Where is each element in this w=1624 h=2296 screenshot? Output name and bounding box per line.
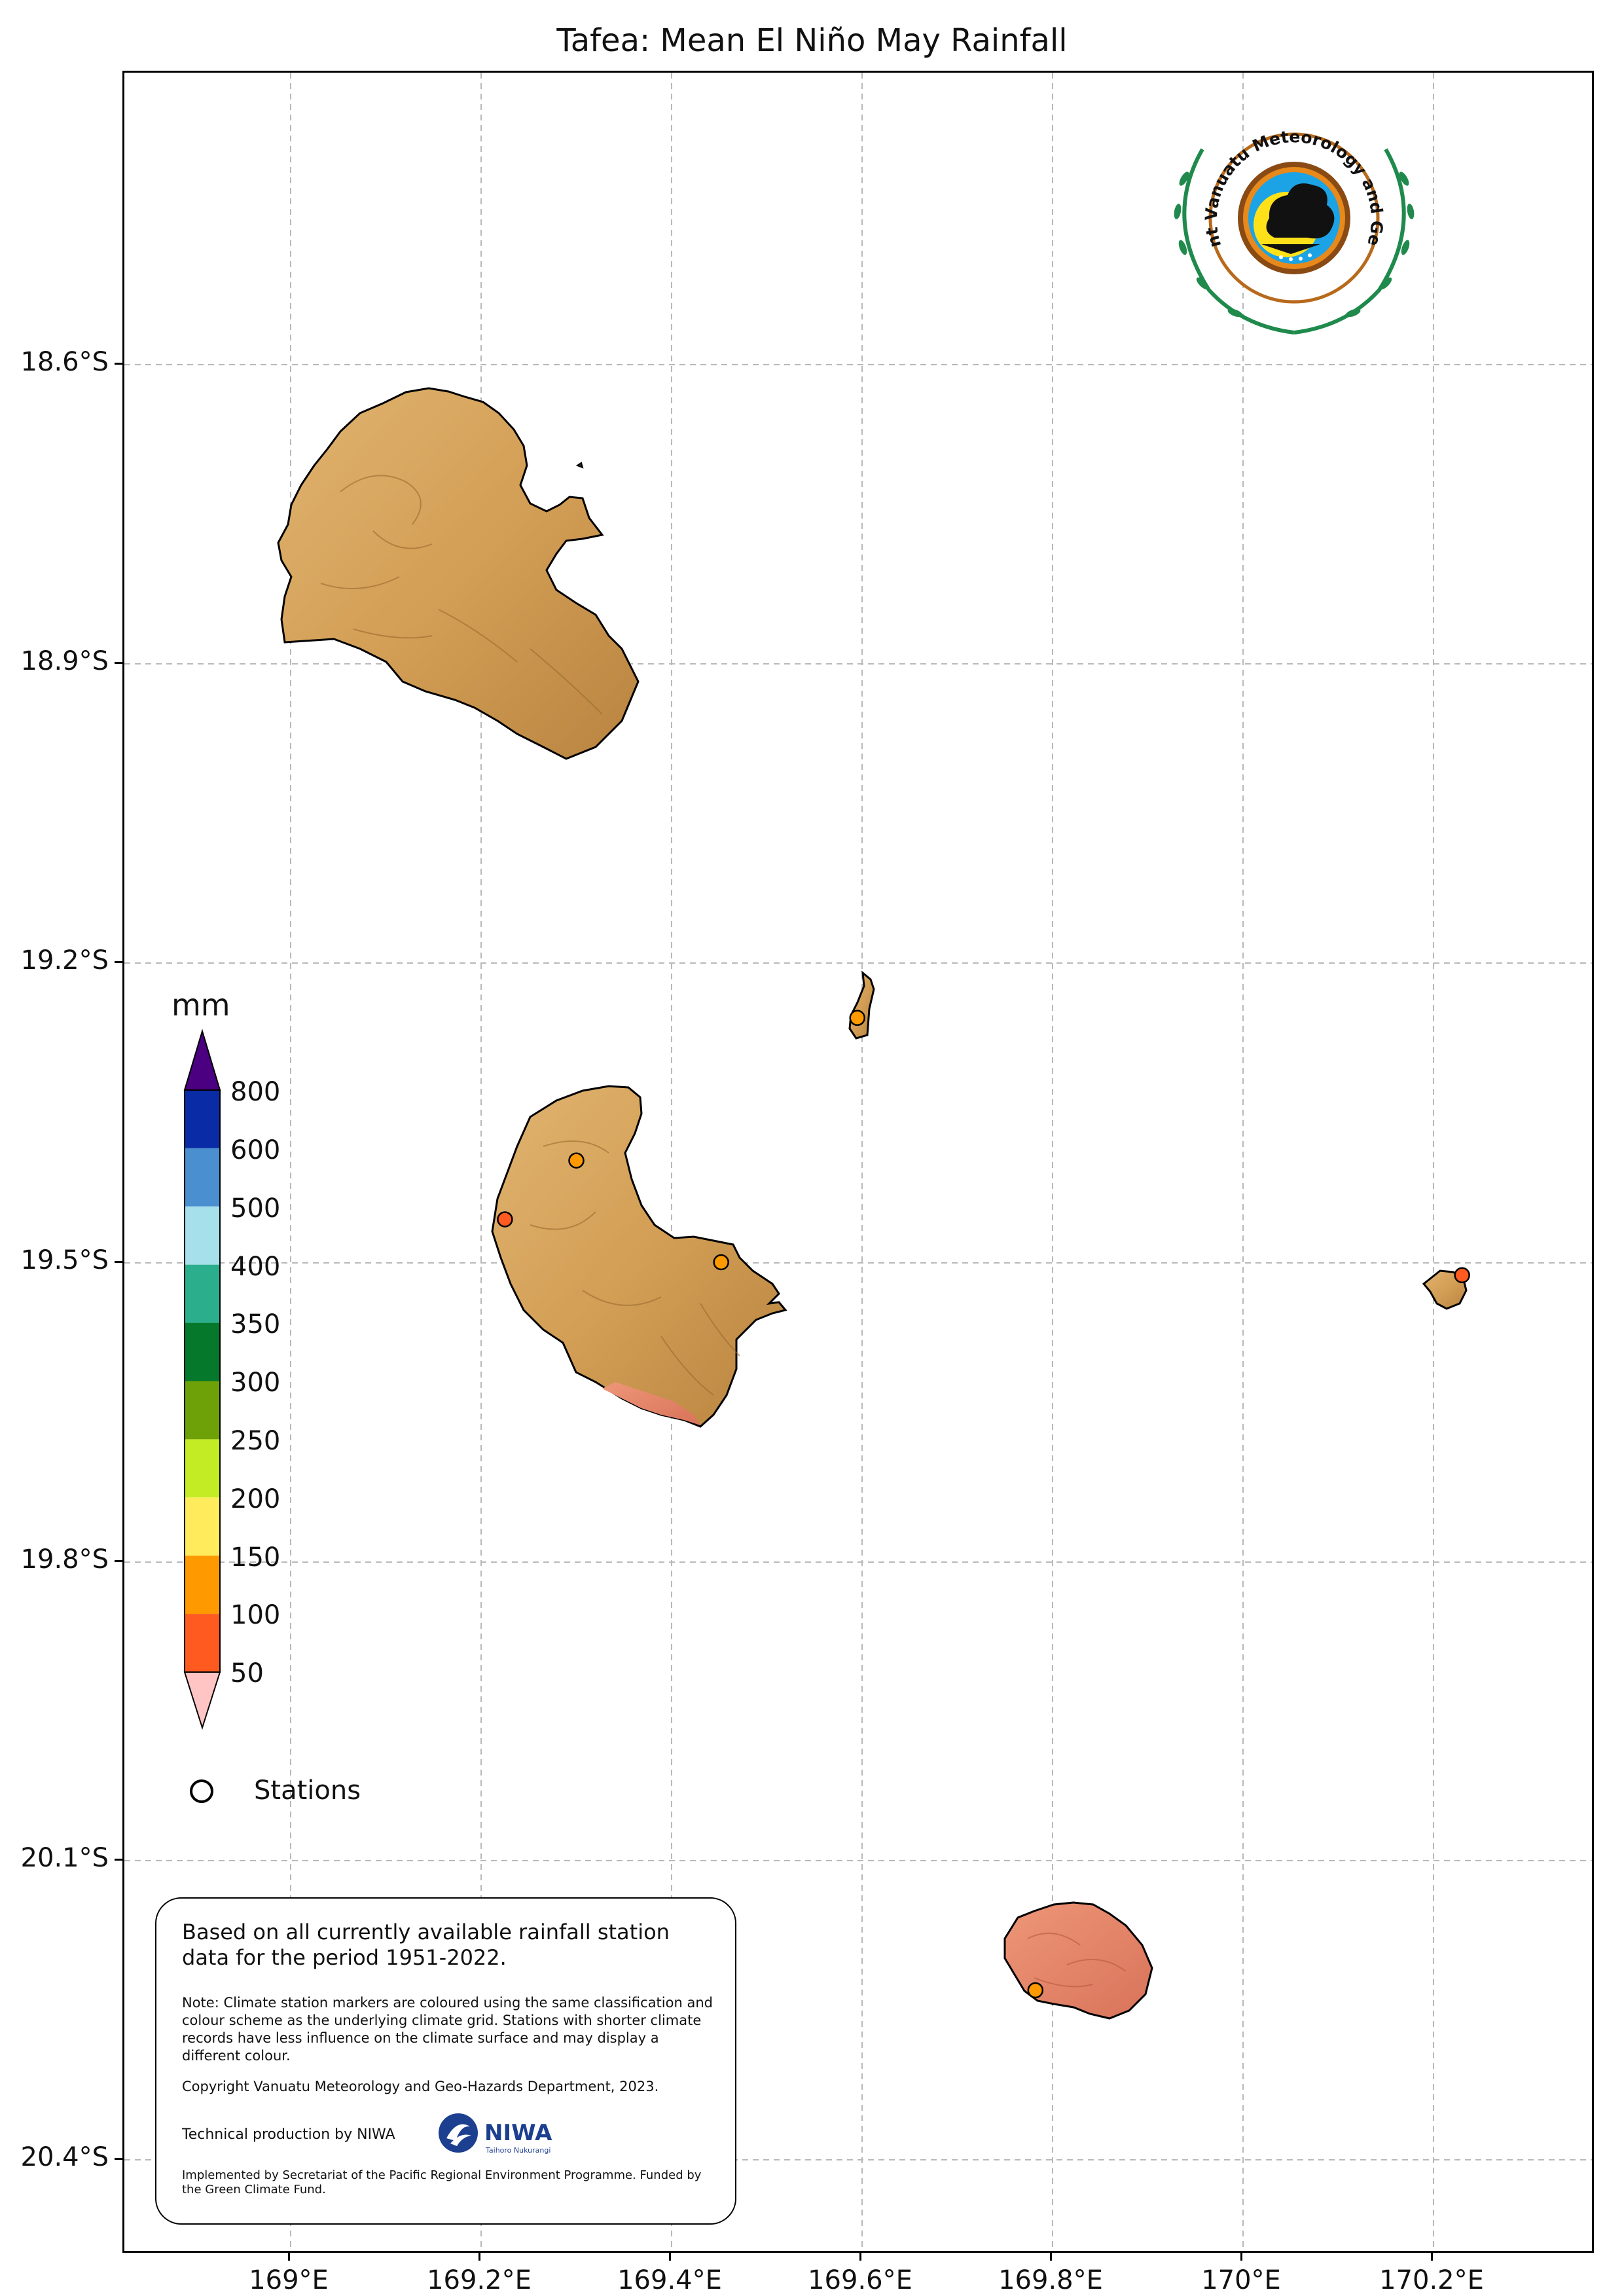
logo-leaves	[1174, 172, 1415, 318]
vmgd-logo: Department Vanuatu Meteorology and Geo-H…	[1174, 127, 1415, 335]
aneityum-relief	[1027, 1933, 1127, 1988]
colorbar-label: 50	[230, 1658, 264, 1688]
lat-label: 19.2°S	[20, 945, 109, 975]
colorbar-segment	[185, 1556, 220, 1614]
lon-label: 169.6°E	[808, 2265, 912, 2295]
logo-vanuatu-map-icon	[1261, 244, 1320, 254]
colorbar-segment	[185, 1614, 220, 1672]
colorbar-label: 300	[230, 1368, 281, 1398]
lon-label: 169.4°E	[617, 2265, 722, 2295]
lat-tick	[115, 363, 122, 365]
colorbar-unit: mm	[171, 987, 230, 1023]
colorbar-segment	[185, 1439, 220, 1498]
island-erromango	[277, 387, 640, 760]
tanna-southern-red-zone	[602, 1382, 700, 1425]
notes-disclaimer: Note: Climate station markers are colour…	[182, 1995, 713, 2064]
colorbar-min-extend	[183, 1671, 221, 1730]
colorbar-max-extend	[183, 1029, 221, 1091]
notes-technical: Technical production by NIWA	[182, 2126, 395, 2143]
station-marker	[713, 1254, 729, 1271]
colorbar-segment	[185, 1090, 220, 1148]
lon-tick	[478, 2253, 480, 2261]
notes-funding: Implemented by Secretariat of the Pacifi…	[182, 2168, 702, 2196]
colorbar-segment	[185, 1264, 220, 1323]
lon-tick	[1431, 2253, 1433, 2261]
colorbar	[183, 1029, 221, 1730]
island-dillons-rock	[575, 462, 584, 469]
lon-label: 169.2°E	[427, 2265, 532, 2295]
station-legend-label: Stations	[254, 1776, 361, 1806]
lon-tick	[1240, 2253, 1242, 2261]
lat-label: 20.1°S	[20, 1843, 109, 1873]
lon-tick	[859, 2253, 861, 2261]
colorbar-label: 600	[230, 1135, 281, 1165]
lat-tick	[115, 662, 122, 664]
lon-label: 170°E	[1201, 2265, 1281, 2295]
lon-tick	[1050, 2253, 1052, 2261]
lat-tick	[115, 1261, 122, 1263]
niwa-wordmark: NIWA	[484, 2120, 552, 2146]
station-marker	[1027, 1982, 1044, 1999]
map-frame: Department Vanuatu Meteorology and Geo-H…	[122, 71, 1594, 2253]
notes-copyright: Copyright Vanuatu Meteorology and Geo-Ha…	[182, 2079, 659, 2094]
colorbar-segment	[185, 1497, 220, 1556]
lon-tick	[669, 2253, 671, 2261]
colorbar-outline	[184, 1089, 221, 1673]
island-futuna	[1422, 1269, 1468, 1310]
station-marker	[497, 1211, 513, 1228]
colorbar-label: 150	[230, 1542, 281, 1573]
colorbar-label: 350	[230, 1309, 281, 1339]
tanna-relief	[530, 1140, 740, 1396]
lat-tick	[115, 1859, 122, 1861]
niwa-logo-icon	[439, 2113, 478, 2153]
lat-label: 19.5°S	[20, 1245, 109, 1275]
colorbar-segment	[185, 1148, 220, 1207]
logo-cloud-icon	[1266, 183, 1335, 239]
island-aniwa	[848, 970, 875, 1040]
colorbar-segment	[185, 1381, 220, 1440]
lat-label: 19.8°S	[20, 1544, 109, 1575]
lat-tick	[115, 961, 122, 963]
lon-label: 169.8°E	[998, 2265, 1103, 2295]
map-canvas: Department Vanuatu Meteorology and Geo-H…	[124, 73, 1592, 2251]
map-title: Tafea: Mean El Niño May Rainfall	[556, 22, 1068, 59]
station-legend-marker	[190, 1779, 213, 1803]
lon-tick	[288, 2253, 290, 2261]
lon-label: 169°E	[249, 2265, 329, 2295]
colorbar-segment	[185, 1322, 220, 1381]
colorbar-label: 800	[230, 1077, 281, 1107]
lat-tick	[115, 2158, 122, 2160]
notes-main: Based on all currently available rainfal…	[182, 1920, 670, 1970]
station-marker	[568, 1152, 585, 1169]
lat-label: 18.6°S	[20, 347, 109, 377]
lat-tick	[115, 1560, 122, 1562]
lon-label: 170.2°E	[1379, 2265, 1484, 2295]
colorbar-label: 250	[230, 1426, 281, 1456]
station-marker	[1454, 1267, 1470, 1284]
notes-box	[155, 1897, 736, 2225]
station-marker	[849, 1010, 865, 1027]
colorbar-label: 400	[230, 1252, 281, 1282]
colorbar-label: 200	[230, 1484, 281, 1514]
colorbar-label: 100	[230, 1600, 281, 1630]
graticule	[124, 73, 1592, 2251]
stations	[497, 1010, 1470, 1999]
logo-stars	[1279, 253, 1312, 261]
island-tanna	[491, 1085, 787, 1428]
erromango-relief	[320, 475, 603, 715]
colorbar-label: 500	[230, 1194, 281, 1224]
lat-label: 18.9°S	[20, 646, 109, 676]
lat-label: 20.4°S	[20, 2142, 109, 2172]
colorbar-segment	[185, 1206, 220, 1265]
niwa-subtitle: Taihoro Nukurangi	[486, 2146, 551, 2155]
